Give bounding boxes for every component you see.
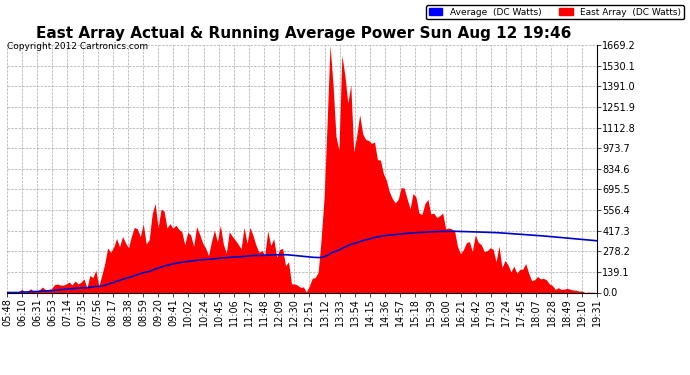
- Text: East Array Actual & Running Average Power Sun Aug 12 19:46: East Array Actual & Running Average Powe…: [36, 26, 571, 41]
- Legend: Average  (DC Watts), East Array  (DC Watts): Average (DC Watts), East Array (DC Watts…: [426, 5, 684, 20]
- Text: Copyright 2012 Cartronics.com: Copyright 2012 Cartronics.com: [7, 42, 148, 51]
